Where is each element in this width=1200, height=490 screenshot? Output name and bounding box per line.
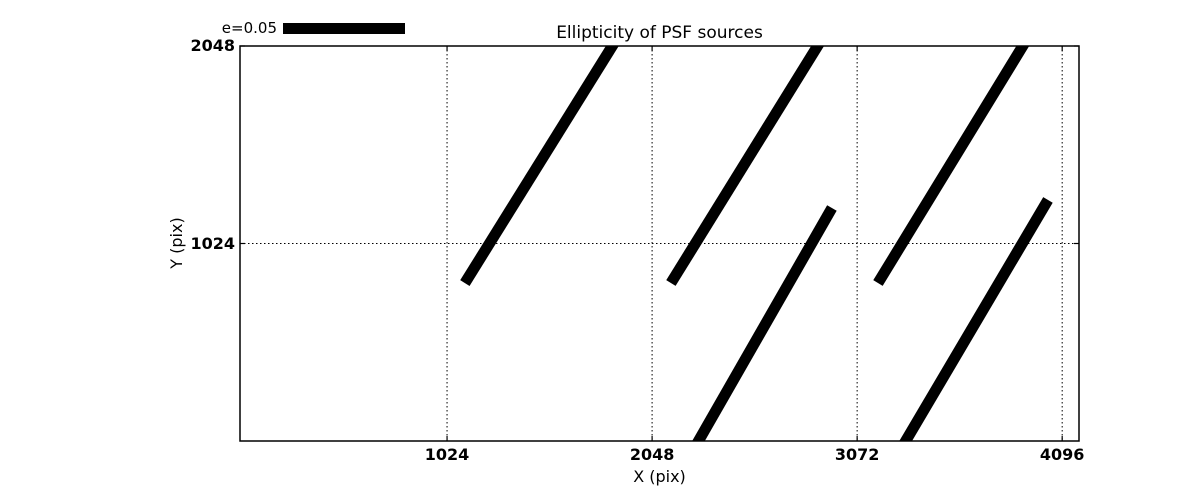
legend-scale-bar [283,23,405,34]
x-axis-label: X (pix) [633,467,686,486]
x-tick-label: 1024 [424,445,470,464]
x-tick-label: 4096 [1039,445,1085,464]
ellipticity-whisker [692,205,837,441]
chart-title: Ellipticity of PSF sources [556,23,763,43]
y-tick-label: 1024 [190,233,235,253]
legend-label: e=0.05 [221,19,277,37]
axes-frame [239,45,1080,442]
x-tick-label: 2048 [629,445,675,464]
x-tick-label: 3072 [834,445,880,464]
y-tick-label: 2048 [190,36,235,55]
ellipticity-whisker [873,46,1030,286]
ellipticity-whisker [899,197,1053,441]
ellipticity-whisker [460,46,619,286]
ellipticity-whisker [666,46,825,286]
